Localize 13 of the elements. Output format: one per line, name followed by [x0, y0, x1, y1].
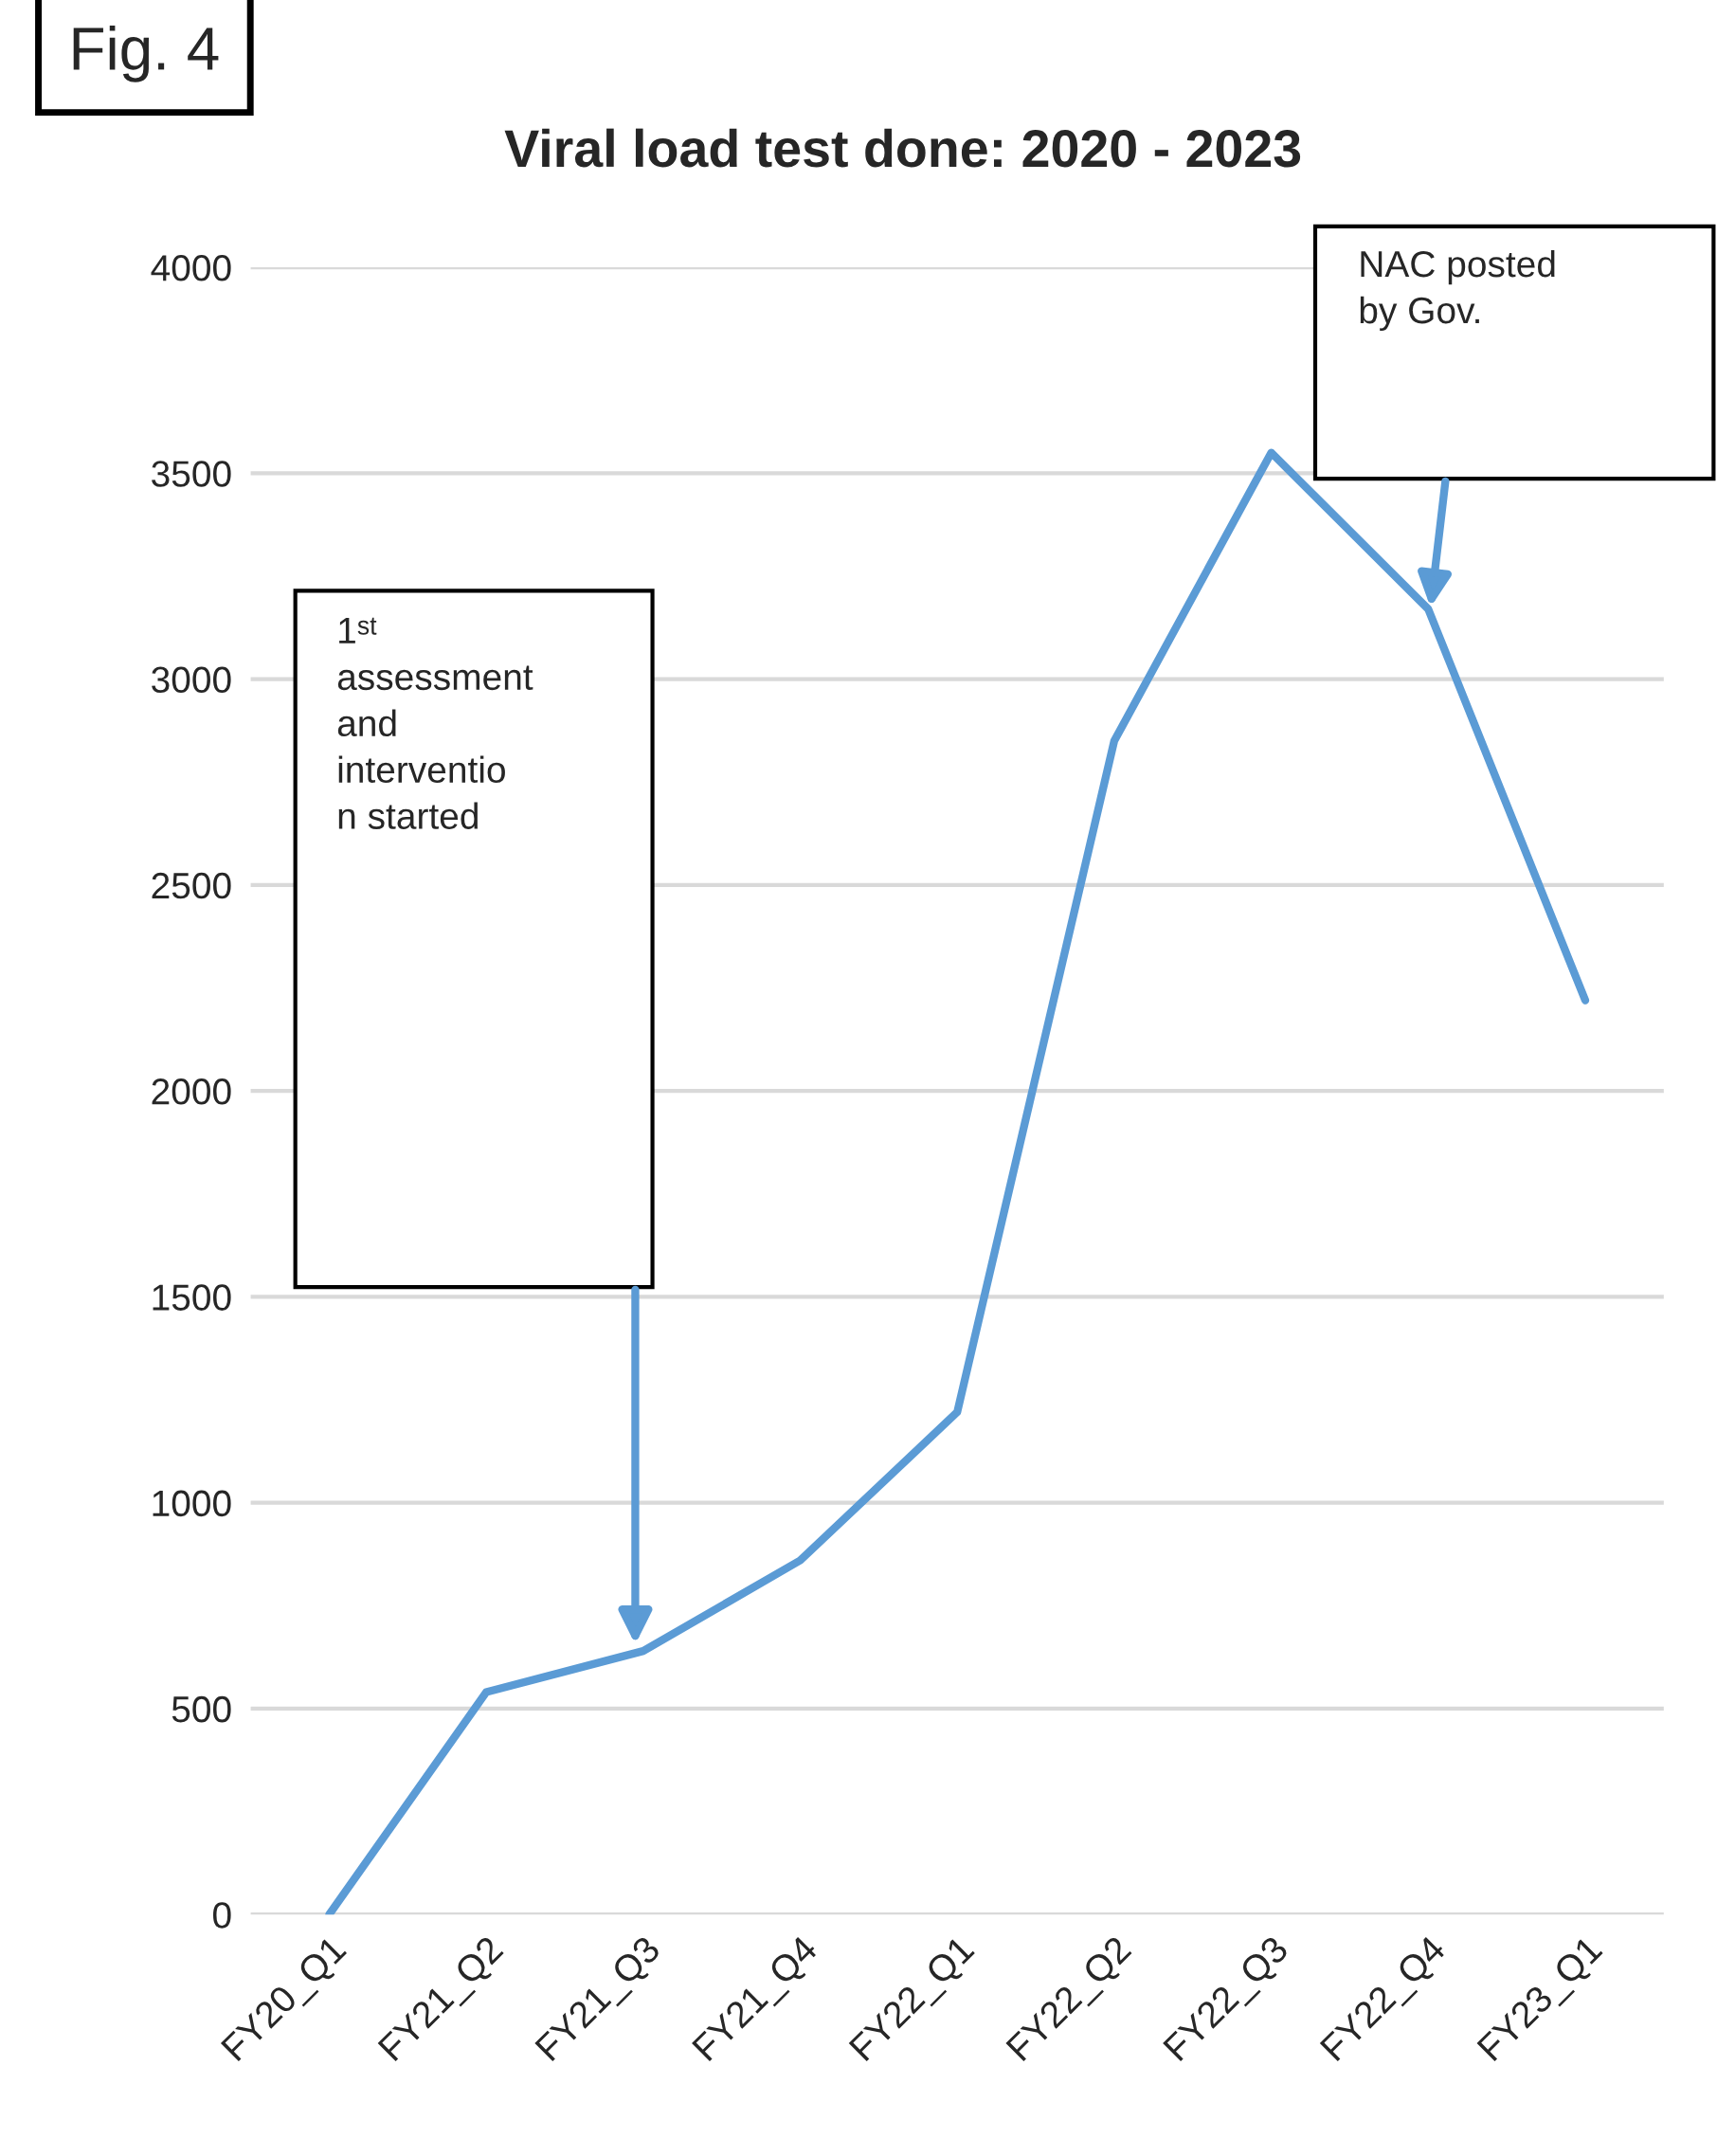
y-tick-label: 4000 [151, 255, 231, 281]
y-tick-label: 2500 [152, 872, 231, 899]
annotation: 1ˢᵗ assessment and interventio n started [337, 617, 533, 829]
y-tick-label: 1500 [153, 1284, 231, 1311]
y-tick-label: 3000 [152, 666, 231, 694]
annotation: NAC posted by Gov. [1360, 249, 1555, 332]
y-tick-label: 0 [213, 1902, 231, 1929]
y-tick-label: 500 [172, 1695, 231, 1723]
chart-title: Viral load test done: 2020 - 2023 [504, 128, 1301, 168]
y-tick-label: 3500 [152, 461, 231, 487]
caption: Fig. 4 [73, 26, 219, 82]
y-tick-label: 2000 [152, 1078, 231, 1105]
y-tick-label: 1000 [153, 1490, 231, 1517]
